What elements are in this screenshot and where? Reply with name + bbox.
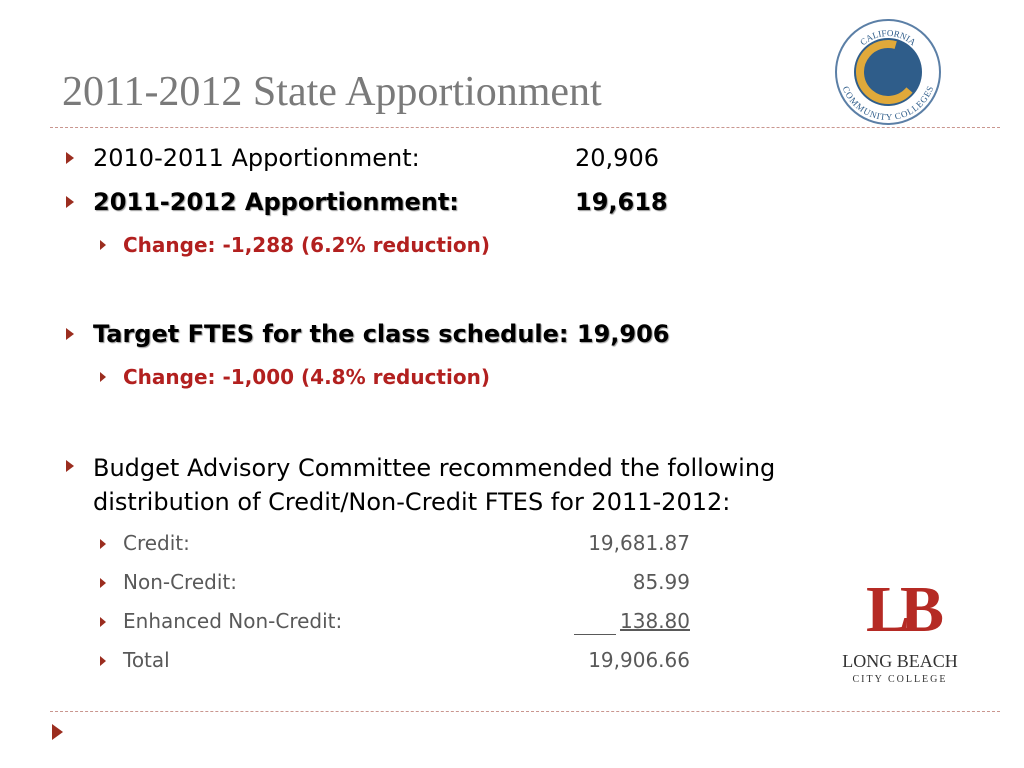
item-label: Total	[123, 648, 170, 672]
lbcc-sub: CITY COLLEGE	[852, 674, 948, 685]
sub-bullet	[100, 240, 106, 250]
item-value: 138.80	[620, 609, 690, 633]
bullet-label: 2011-2012 Apportionment:	[93, 188, 459, 216]
sub-label: Change: -1,288 (6.2% reduction)	[123, 233, 490, 257]
bullet	[66, 328, 74, 340]
bullet-label: 2010-2011 Apportionment:	[93, 144, 420, 172]
sub-bullet	[100, 578, 106, 588]
item-value: 19,681.87	[588, 531, 690, 555]
sub-bullet	[100, 539, 106, 549]
bullet-label: Target FTES for the class schedule: 19,9…	[93, 320, 670, 348]
item-value: 85.99	[632, 570, 690, 594]
item-label: Enhanced Non-Credit:	[123, 609, 343, 633]
item-label: Non-Credit:	[123, 570, 237, 594]
lbcc-mark: LB	[866, 573, 944, 646]
divider	[50, 711, 1000, 712]
sub-bullet	[100, 617, 106, 627]
bullet-value: 20,906	[575, 144, 659, 172]
item-label: Credit:	[123, 531, 190, 555]
underline	[574, 634, 616, 635]
lbcc-name: LONG BEACH	[842, 651, 958, 671]
bullet	[66, 196, 74, 208]
sub-bullet	[100, 372, 106, 382]
ccc-logo: CALIFORNIA COMMUNITY COLLEGES	[835, 19, 941, 125]
nav-arrow	[52, 724, 63, 740]
bullet-value: 19,618	[575, 188, 668, 216]
sub-bullet	[100, 656, 106, 666]
item-value: 19,906.66	[588, 648, 690, 672]
bullet-label: Budget Advisory Committee recommended th…	[93, 454, 776, 516]
slide-title: 2011-2012 State Apportionment	[62, 69, 602, 115]
sub-label: Change: -1,000 (4.8% reduction)	[123, 365, 490, 389]
bullet	[66, 460, 74, 472]
divider	[50, 127, 1000, 128]
bullet	[66, 152, 74, 164]
